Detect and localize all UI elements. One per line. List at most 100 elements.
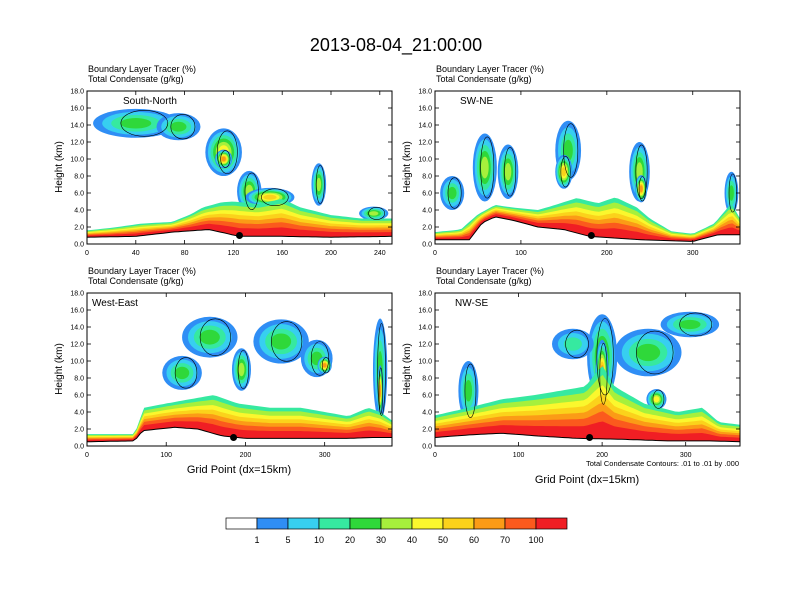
colorbar-label: 70 <box>500 535 510 545</box>
y-tick-label: 6.0 <box>422 191 432 198</box>
plot-fill <box>435 311 740 446</box>
condensate-contour <box>596 318 614 396</box>
x-tick-label: 100 <box>515 250 527 257</box>
tracer-blob <box>221 156 226 162</box>
x-tick-label: 0 <box>433 250 437 257</box>
x-tick-label: 200 <box>601 250 613 257</box>
y-tick-label: 12.0 <box>418 342 432 349</box>
x-tick-label: 40 <box>132 250 140 257</box>
y-axis-label: Height (km) <box>54 141 65 193</box>
colorbar-label: 1 <box>254 535 259 545</box>
colorbar-swatch <box>473 517 506 530</box>
x-tick-label: 80 <box>181 250 189 257</box>
colorbar-swatch <box>318 517 351 530</box>
condensate-contour <box>321 357 331 374</box>
terrain-line <box>435 216 740 242</box>
colorbar-swatch <box>380 517 413 530</box>
y-tick-label: 16.0 <box>70 106 84 113</box>
y-tick-label: 10.0 <box>70 359 84 366</box>
tracer-blob <box>464 379 473 402</box>
y-tick-label: 4.0 <box>74 208 84 215</box>
tracer-blob <box>728 185 734 201</box>
location-marker <box>587 232 595 239</box>
location-marker <box>230 434 238 441</box>
y-tick-label: 16.0 <box>418 106 432 113</box>
tracer-blob <box>679 319 701 330</box>
x-tick-label: 0 <box>85 452 89 459</box>
tracer-blob <box>322 363 327 368</box>
y-tick-label: 12.0 <box>418 140 432 147</box>
tracer-blob <box>238 362 245 377</box>
y-tick-label: 16.0 <box>418 308 432 315</box>
y-tick-label: 14.0 <box>418 325 432 332</box>
tracer-blob <box>653 396 660 403</box>
tracer-blob <box>369 211 379 216</box>
y-tick-label: 8.0 <box>74 376 84 383</box>
colorbar-swatch <box>349 517 382 530</box>
condensate-contour <box>216 130 238 174</box>
y-tick-label: 4.0 <box>422 208 432 215</box>
panel-label-tracer: Boundary Layer Tracer (%) <box>88 64 196 74</box>
colorbar-swatch <box>411 517 444 530</box>
axes: 0 40 80 120 160 200 240 0.0 2.0 4.0 6.0 8.0 10.0 12.0… <box>70 89 392 257</box>
tracer-blob <box>271 333 292 350</box>
condensate-contour <box>377 323 386 416</box>
colorbar-label: 60 <box>469 535 479 545</box>
x-tick-label: 200 <box>596 452 608 459</box>
y-tick-label: 18.0 <box>418 89 432 96</box>
panel-label-tracer: Boundary Layer Tracer (%) <box>436 64 544 74</box>
tracer-blob <box>480 156 489 179</box>
tracer-blob <box>263 194 277 200</box>
panel-west-east: Boundary Layer Tracer (%) Total Condensa… <box>54 266 393 476</box>
axes: 0 100 200 300 0.0 2.0 4.0 6.0 8.0 10.0 12.0 14.0 16.… <box>418 89 740 257</box>
colorbar-label: 5 <box>285 535 290 545</box>
x-tick-label: 300 <box>319 452 331 459</box>
condensate-contour <box>237 350 249 389</box>
tracer-blob <box>639 185 643 193</box>
y-tick-label: 2.0 <box>422 427 432 434</box>
colorbar-swatch <box>256 517 289 530</box>
condensate-contour <box>315 165 325 204</box>
colorbar: 1 5 10 20 30 40 50 60 70 100 <box>225 517 568 545</box>
colorbar-label: 30 <box>376 535 386 545</box>
panel-label-condensate: Total Condensate (g/kg) <box>88 74 184 84</box>
y-tick-label: 14.0 <box>418 123 432 130</box>
x-tick-label: 200 <box>240 452 252 459</box>
condensate-contour <box>635 144 648 199</box>
y-tick-label: 0.0 <box>422 444 432 451</box>
y-tick-label: 8.0 <box>422 174 432 181</box>
y-tick-label: 8.0 <box>74 174 84 181</box>
colorbar-swatch <box>535 517 568 530</box>
condensate-contour <box>563 123 579 178</box>
y-axis-label: Height (km) <box>402 141 413 193</box>
y-tick-label: 0.0 <box>74 444 84 451</box>
colorbar-swatch <box>442 517 475 530</box>
colorbar-label: 10 <box>314 535 324 545</box>
tracer-blob <box>379 384 381 398</box>
y-tick-label: 14.0 <box>70 325 84 332</box>
x-tick-label: 200 <box>325 250 337 257</box>
y-tick-label: 4.0 <box>74 410 84 417</box>
plot-frame <box>434 292 741 447</box>
x-tick-label: 160 <box>276 250 288 257</box>
y-tick-label: 8.0 <box>422 376 432 383</box>
y-axis-label: Height (km) <box>402 343 413 395</box>
plot-fill <box>87 316 392 446</box>
location-marker <box>586 434 594 441</box>
condensate-contour <box>310 341 329 376</box>
tracer-blob <box>174 366 190 380</box>
x-tick-label: 100 <box>160 452 172 459</box>
y-tick-label: 10.0 <box>418 157 432 164</box>
colorbar-swatch <box>225 517 258 530</box>
colorbar-label: 20 <box>345 535 355 545</box>
colorbar-label: 50 <box>438 535 448 545</box>
x-tick-label: 300 <box>687 250 699 257</box>
figure-title: 2013-08-04_21:00:00 <box>310 35 482 56</box>
tracer-blob <box>635 343 661 362</box>
x-tick-label: 0 <box>433 452 437 459</box>
x-axis-label: Grid Point (dx=15km) <box>187 464 291 476</box>
condensate-contour <box>220 150 231 168</box>
plot-frame <box>434 90 741 245</box>
panel-nw-se: Boundary Layer Tracer (%) Total Condensa… <box>402 266 741 486</box>
